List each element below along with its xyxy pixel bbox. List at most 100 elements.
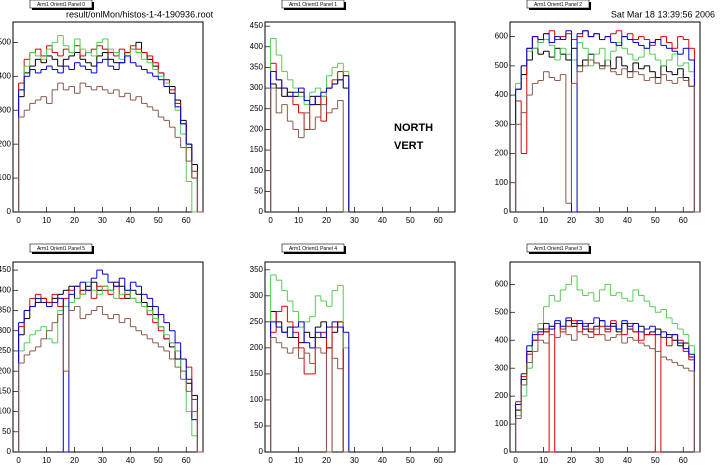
y-tick-label: 400 — [0, 71, 12, 80]
y-tick-label: 300 — [0, 326, 12, 335]
y-tick-label: 200 — [495, 149, 509, 158]
frame — [509, 261, 701, 453]
y-tick-label: 0 — [504, 447, 509, 456]
date: Sat Mar 18 13:39:56 2006 — [611, 9, 715, 19]
panel-title: Arm1 Orient1 Panel 2 — [534, 2, 582, 8]
y-tick-label: 0 — [504, 207, 509, 216]
y-tick-label: 250 — [250, 317, 264, 326]
x-tick-label: 30 — [350, 456, 359, 465]
y-tick-label: 500 — [0, 37, 12, 46]
y-tick-label: 0 — [7, 447, 12, 456]
title-box — [526, 243, 590, 253]
y-tick-label: 150 — [250, 369, 264, 378]
frame — [264, 261, 456, 453]
x-tick-label: 60 — [182, 456, 191, 465]
y-tick-label: 50 — [254, 421, 263, 430]
y-tick-label: 200 — [250, 125, 264, 134]
frame — [12, 261, 204, 453]
y-tick-label: 100 — [0, 173, 12, 182]
y-tick-label: 100 — [495, 419, 509, 428]
x-tick-label: 40 — [623, 216, 632, 225]
y-tick-label: 300 — [250, 83, 264, 92]
frame — [264, 21, 456, 213]
orient-label: VERT — [394, 140, 424, 152]
y-tick-label: 200 — [0, 139, 12, 148]
x-tick-label: 20 — [70, 216, 79, 225]
y-tick-label: 150 — [0, 386, 12, 395]
x-tick-label: 20 — [567, 456, 576, 465]
x-tick-label: 10 — [294, 216, 303, 225]
x-tick-label: 50 — [154, 216, 163, 225]
x-tick-label: 60 — [434, 216, 443, 225]
y-tick-label: 400 — [495, 90, 509, 99]
y-tick-label: 600 — [495, 279, 509, 288]
frame — [12, 21, 204, 213]
x-tick-label: 10 — [294, 456, 303, 465]
x-tick-label: 50 — [154, 456, 163, 465]
y-tick-label: 250 — [250, 104, 264, 113]
y-tick-label: 0 — [259, 447, 264, 456]
y-tick-label: 200 — [495, 391, 509, 400]
side-label: NORTH — [394, 122, 433, 134]
title-box — [29, 0, 93, 9]
x-tick-label: 0 — [268, 456, 273, 465]
y-tick-label: 350 — [250, 265, 264, 274]
y-tick-label: 500 — [495, 307, 509, 316]
x-tick-label: 10 — [42, 456, 51, 465]
x-tick-label: 0 — [513, 456, 518, 465]
histogram-series — [515, 59, 700, 213]
file-name: result/onlMon/histos-1-4-190936.root — [66, 9, 214, 19]
x-tick-label: 10 — [42, 216, 51, 225]
x-tick-label: 50 — [651, 456, 660, 465]
x-tick-label: 10 — [539, 456, 548, 465]
x-tick-label: 0 — [16, 456, 21, 465]
y-tick-label: 300 — [0, 105, 12, 114]
y-tick-label: 100 — [0, 407, 12, 416]
x-tick-label: 0 — [268, 216, 273, 225]
y-tick-label: 100 — [250, 395, 264, 404]
x-tick-label: 0 — [16, 216, 21, 225]
histogram-series — [515, 328, 700, 453]
panel-title: Arm1 Orient1 Panel 4 — [289, 246, 337, 252]
x-tick-label: 60 — [434, 456, 443, 465]
y-tick-label: 0 — [259, 207, 264, 216]
x-tick-label: 30 — [595, 216, 604, 225]
panel-title: Arm1 Orient1 Panel 0 — [37, 2, 85, 8]
y-tick-label: 250 — [0, 346, 12, 355]
x-tick-label: 0 — [513, 216, 518, 225]
x-tick-label: 60 — [182, 216, 191, 225]
x-tick-label: 30 — [595, 456, 604, 465]
y-tick-label: 600 — [495, 32, 509, 41]
y-tick-label: 400 — [250, 42, 264, 51]
panel-title: Arm1 Orient1 Panel 5 — [37, 246, 85, 252]
frame — [509, 21, 701, 213]
histogram-series — [18, 305, 203, 453]
title-box — [29, 243, 93, 253]
y-tick-label: 300 — [495, 119, 509, 128]
x-tick-label: 40 — [126, 216, 135, 225]
x-tick-label: 40 — [378, 456, 387, 465]
x-tick-label: 40 — [378, 216, 387, 225]
title-box — [526, 0, 590, 9]
y-tick-label: 50 — [2, 427, 11, 436]
y-tick-label: 300 — [495, 363, 509, 372]
title-box — [281, 0, 345, 9]
y-tick-label: 400 — [0, 285, 12, 294]
x-tick-label: 20 — [70, 456, 79, 465]
y-tick-label: 200 — [0, 366, 12, 375]
x-tick-label: 50 — [406, 456, 415, 465]
x-tick-label: 30 — [350, 216, 359, 225]
y-tick-label: 100 — [495, 178, 509, 187]
x-tick-label: 60 — [679, 456, 688, 465]
panel-title: Arm1 Orient1 Panel 1 — [289, 2, 337, 8]
histogram-series — [18, 82, 203, 213]
x-tick-label: 30 — [98, 216, 107, 225]
y-tick-label: 150 — [250, 145, 264, 154]
y-tick-label: 200 — [250, 343, 264, 352]
histogram-series — [270, 87, 349, 213]
histogram-series — [270, 336, 349, 453]
x-tick-label: 10 — [539, 216, 548, 225]
y-tick-label: 400 — [495, 335, 509, 344]
